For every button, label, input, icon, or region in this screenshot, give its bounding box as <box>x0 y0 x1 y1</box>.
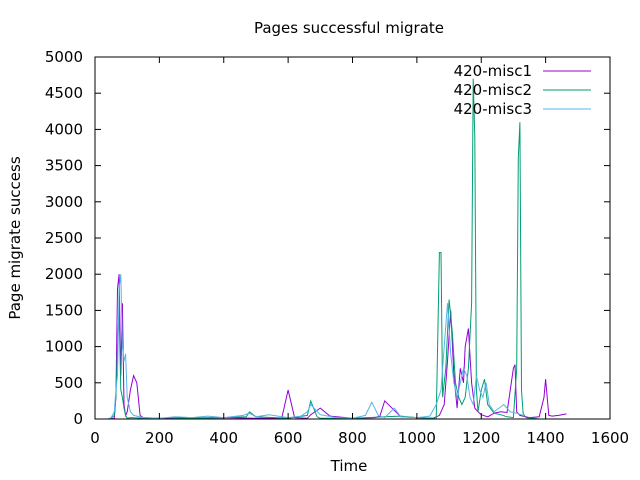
y-tick-label: 4500 <box>45 84 83 102</box>
y-tick-label: 1000 <box>45 338 83 356</box>
legend-label-1: 420-misc1 <box>454 62 532 80</box>
x-tick-label: 800 <box>338 429 367 447</box>
y-tick-label: 2000 <box>45 265 83 283</box>
x-tick-label: 1400 <box>527 429 565 447</box>
x-tick-label: 0 <box>90 429 100 447</box>
x-axis-title: Time <box>330 457 368 475</box>
chart-title: Pages successful migrate <box>254 19 444 37</box>
y-tick-label: 2500 <box>45 229 83 247</box>
y-axis: 0 500 1000 1500 2000 2500 3000 3500 4000 4500 5000 <box>45 48 610 428</box>
plot-lines <box>107 78 567 420</box>
series-line-3 <box>107 274 524 420</box>
legend-label-3: 420-misc3 <box>454 100 532 118</box>
x-tick-label: 1000 <box>398 429 436 447</box>
x-tick-label: 1600 <box>591 429 629 447</box>
series-line-2 <box>107 78 540 420</box>
x-tick-label: 200 <box>145 429 174 447</box>
x-tick-label: 600 <box>274 429 303 447</box>
y-tick-label: 4000 <box>45 120 83 138</box>
y-tick-label: 3500 <box>45 157 83 175</box>
y-tick-label: 500 <box>54 374 83 392</box>
y-tick-label: 0 <box>73 410 83 428</box>
x-tick-label: 1200 <box>462 429 500 447</box>
y-tick-label: 5000 <box>45 48 83 66</box>
x-tick-label: 400 <box>209 429 238 447</box>
y-tick-label: 3000 <box>45 193 83 211</box>
legend-label-2: 420-misc2 <box>454 81 532 99</box>
y-axis-title: Page migrate success <box>6 156 24 319</box>
y-tick-label: 1500 <box>45 301 83 319</box>
x-axis: 0 200 400 600 800 1000 1200 1400 1600 <box>90 57 629 447</box>
